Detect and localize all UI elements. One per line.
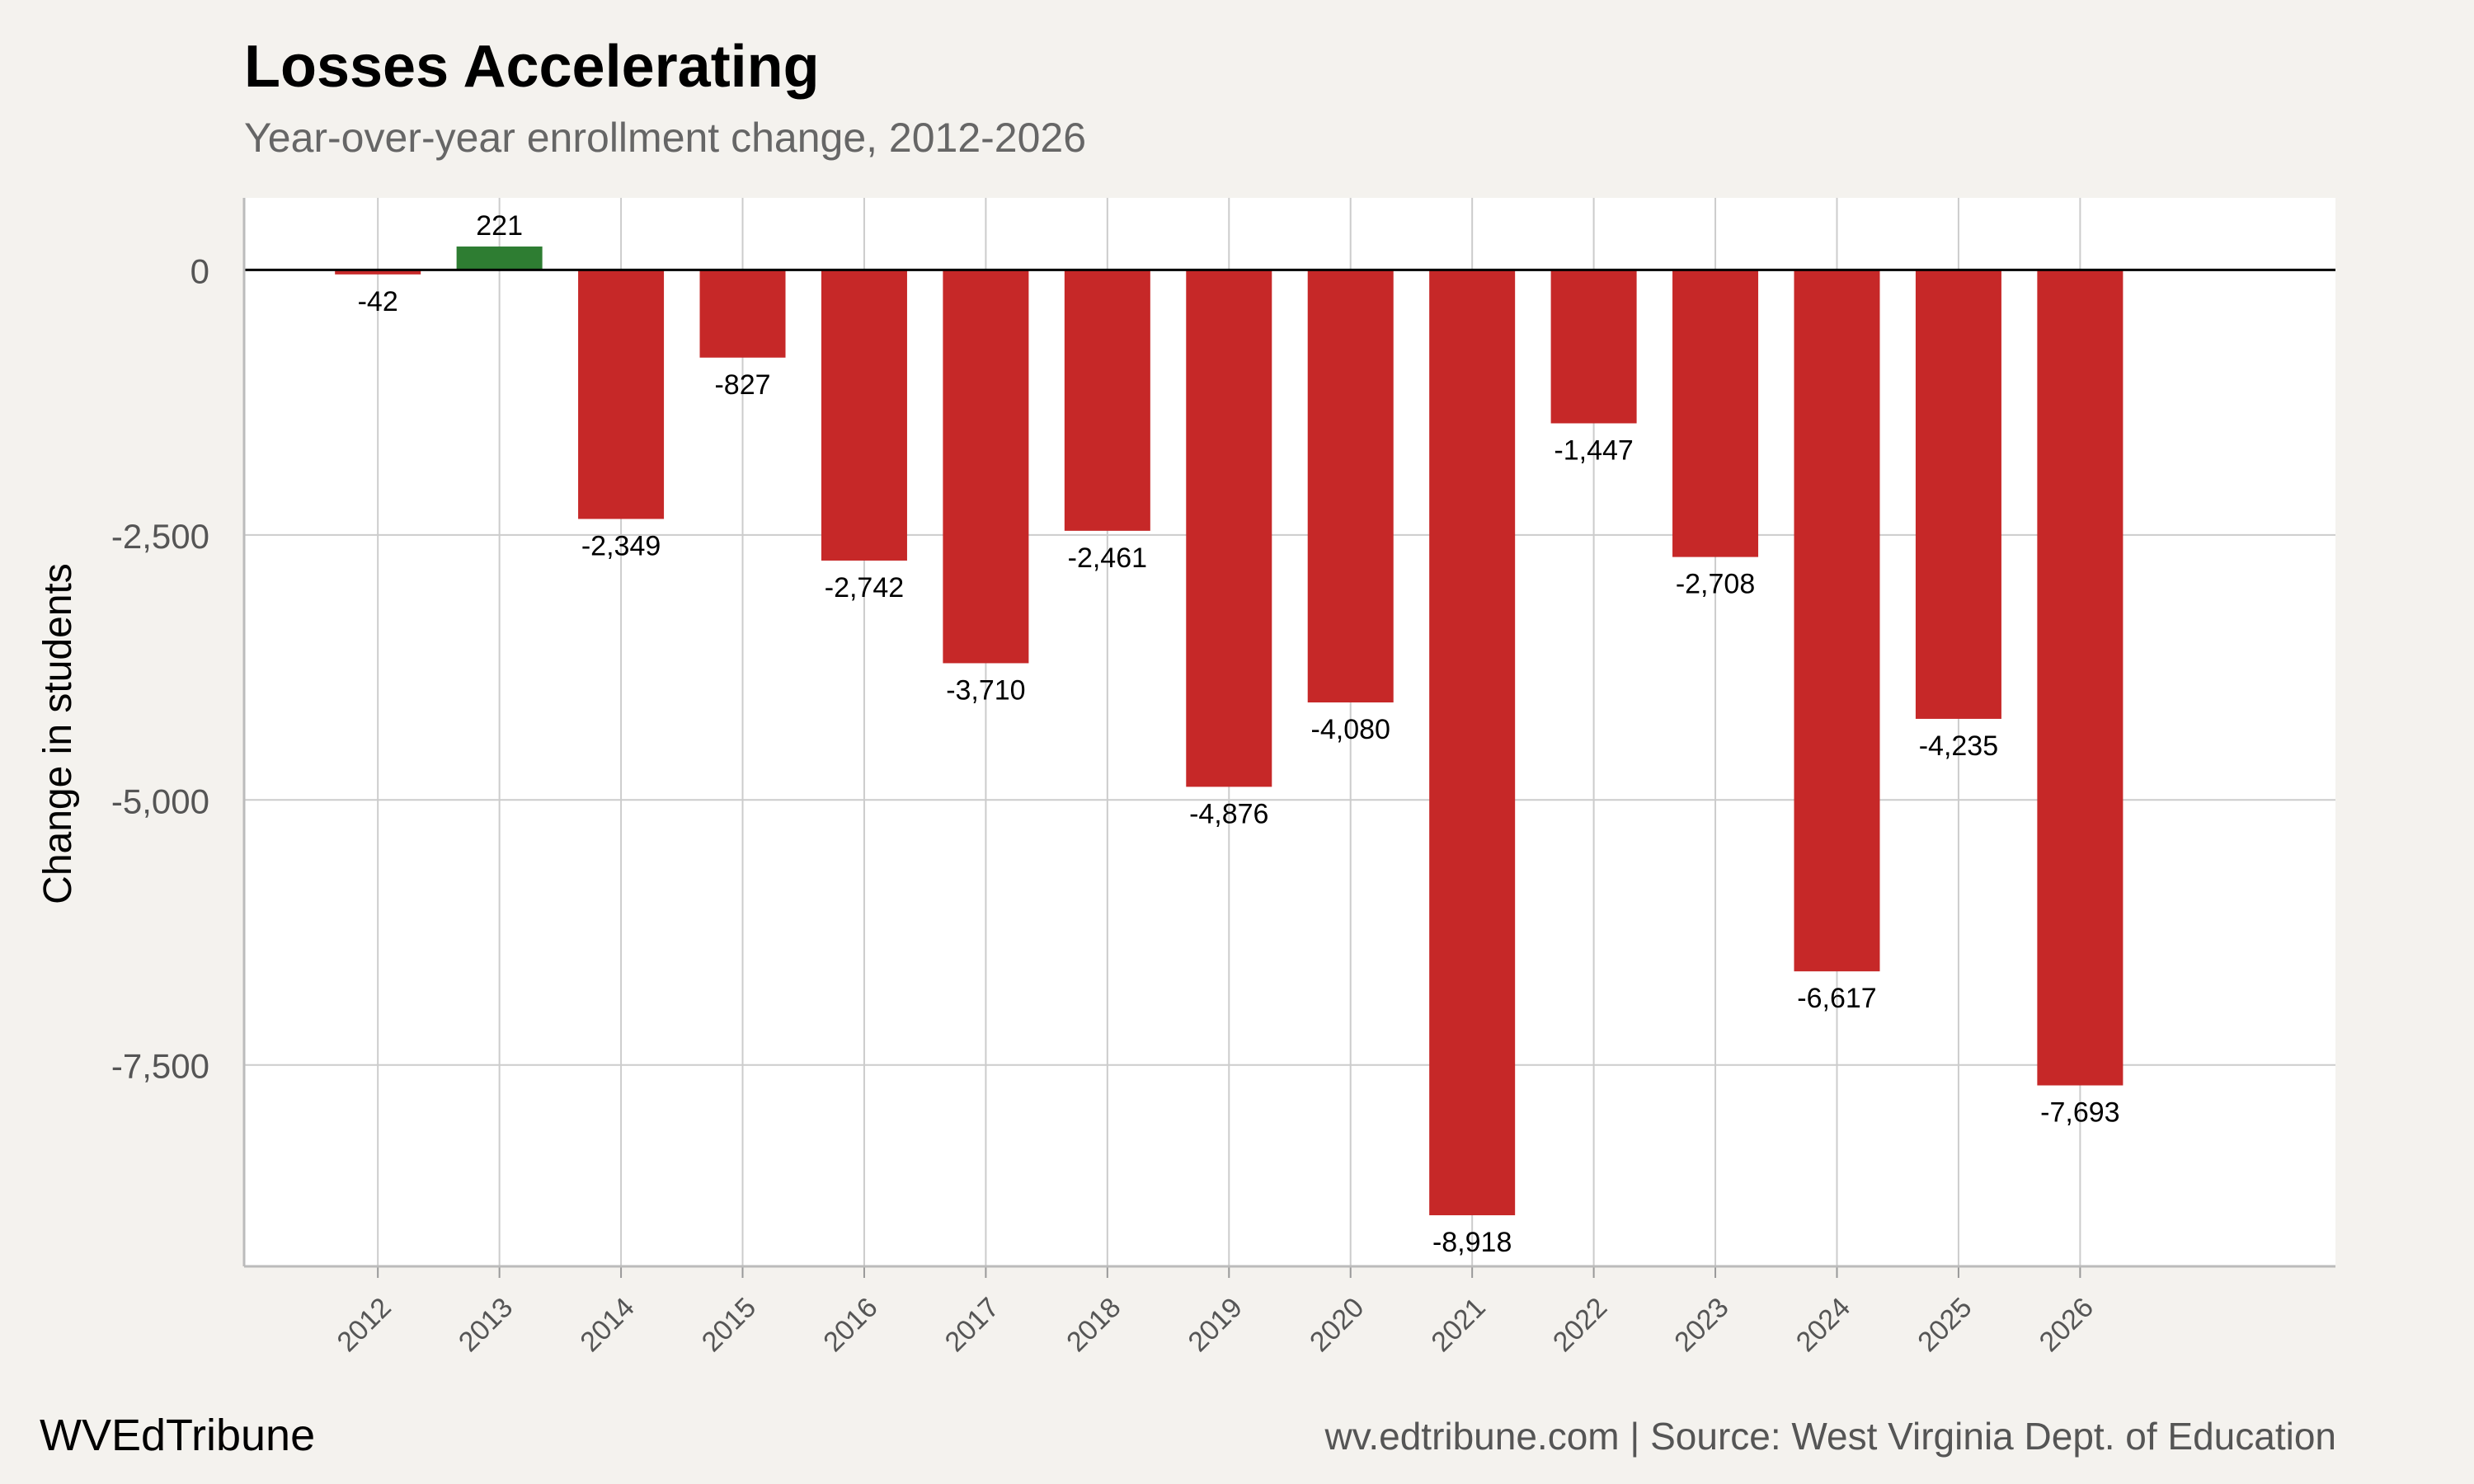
bar: [2037, 270, 2124, 1086]
x-tick-label: 2013: [453, 1292, 519, 1358]
x-tick-label: 2022: [1547, 1292, 1613, 1358]
data-label: -3,710: [946, 674, 1025, 706]
chart-subtitle: Year-over-year enrollment change, 2012-2…: [244, 115, 1087, 161]
x-tick-label: 2014: [574, 1292, 640, 1358]
x-tick-label: 2018: [1061, 1292, 1126, 1358]
bar: [943, 270, 1029, 664]
x-tick-label: 2025: [1912, 1292, 1978, 1358]
brand-name: WVEdTribune: [40, 1411, 316, 1460]
x-tick-label: 2016: [817, 1292, 883, 1358]
data-label: -7,693: [2040, 1097, 2119, 1129]
plot-panel: [244, 198, 2335, 1266]
data-label: -2,461: [1068, 542, 1147, 574]
bar: [1794, 270, 1880, 972]
x-tick-label: 2019: [1183, 1292, 1249, 1358]
x-tick-label: 2021: [1425, 1292, 1491, 1358]
x-tick-label: 2017: [939, 1292, 1005, 1358]
bar: [456, 247, 543, 270]
chart-title: Losses Accelerating: [244, 34, 820, 100]
data-label: -4,080: [1311, 714, 1390, 745]
bar: [578, 270, 665, 519]
bar: [1672, 270, 1759, 557]
data-label: -8,918: [1432, 1227, 1512, 1258]
y-tick-label: -2,500: [111, 517, 209, 556]
y-axis-title: Change in students: [36, 563, 80, 904]
x-tick-label: 2015: [696, 1292, 762, 1358]
bar: [1429, 270, 1516, 1216]
x-tick-label: 2024: [1790, 1292, 1856, 1358]
bar: [1915, 270, 2001, 719]
y-tick-label: -5,000: [111, 782, 209, 820]
data-label: -2,349: [581, 530, 661, 561]
bar: [335, 270, 421, 275]
data-label: -827: [714, 369, 770, 401]
data-label: -1,447: [1554, 434, 1633, 466]
x-tick-label: 2023: [1668, 1292, 1734, 1358]
data-label: -4,876: [1189, 798, 1268, 829]
data-label: -2,708: [1676, 569, 1755, 600]
bar: [699, 270, 786, 358]
data-label: -6,617: [1797, 983, 1876, 1014]
x-tick-label: 2020: [1304, 1292, 1370, 1358]
x-tick-label: 2012: [331, 1292, 397, 1358]
bar: [1550, 270, 1637, 424]
data-label: -2,742: [825, 572, 904, 603]
data-label: 221: [476, 210, 523, 242]
bar: [1064, 270, 1150, 531]
source-note: wv.edtribune.com | Source: West Virginia…: [1324, 1415, 2336, 1458]
data-label: -42: [358, 286, 398, 317]
bar: [1186, 270, 1272, 787]
y-tick-label: 0: [190, 251, 209, 290]
bar: [821, 270, 907, 561]
y-tick-label: -7,500: [111, 1047, 209, 1086]
bar: [1307, 270, 1394, 702]
x-tick-label: 2026: [2034, 1292, 2100, 1358]
data-label: -4,235: [1919, 730, 1998, 762]
